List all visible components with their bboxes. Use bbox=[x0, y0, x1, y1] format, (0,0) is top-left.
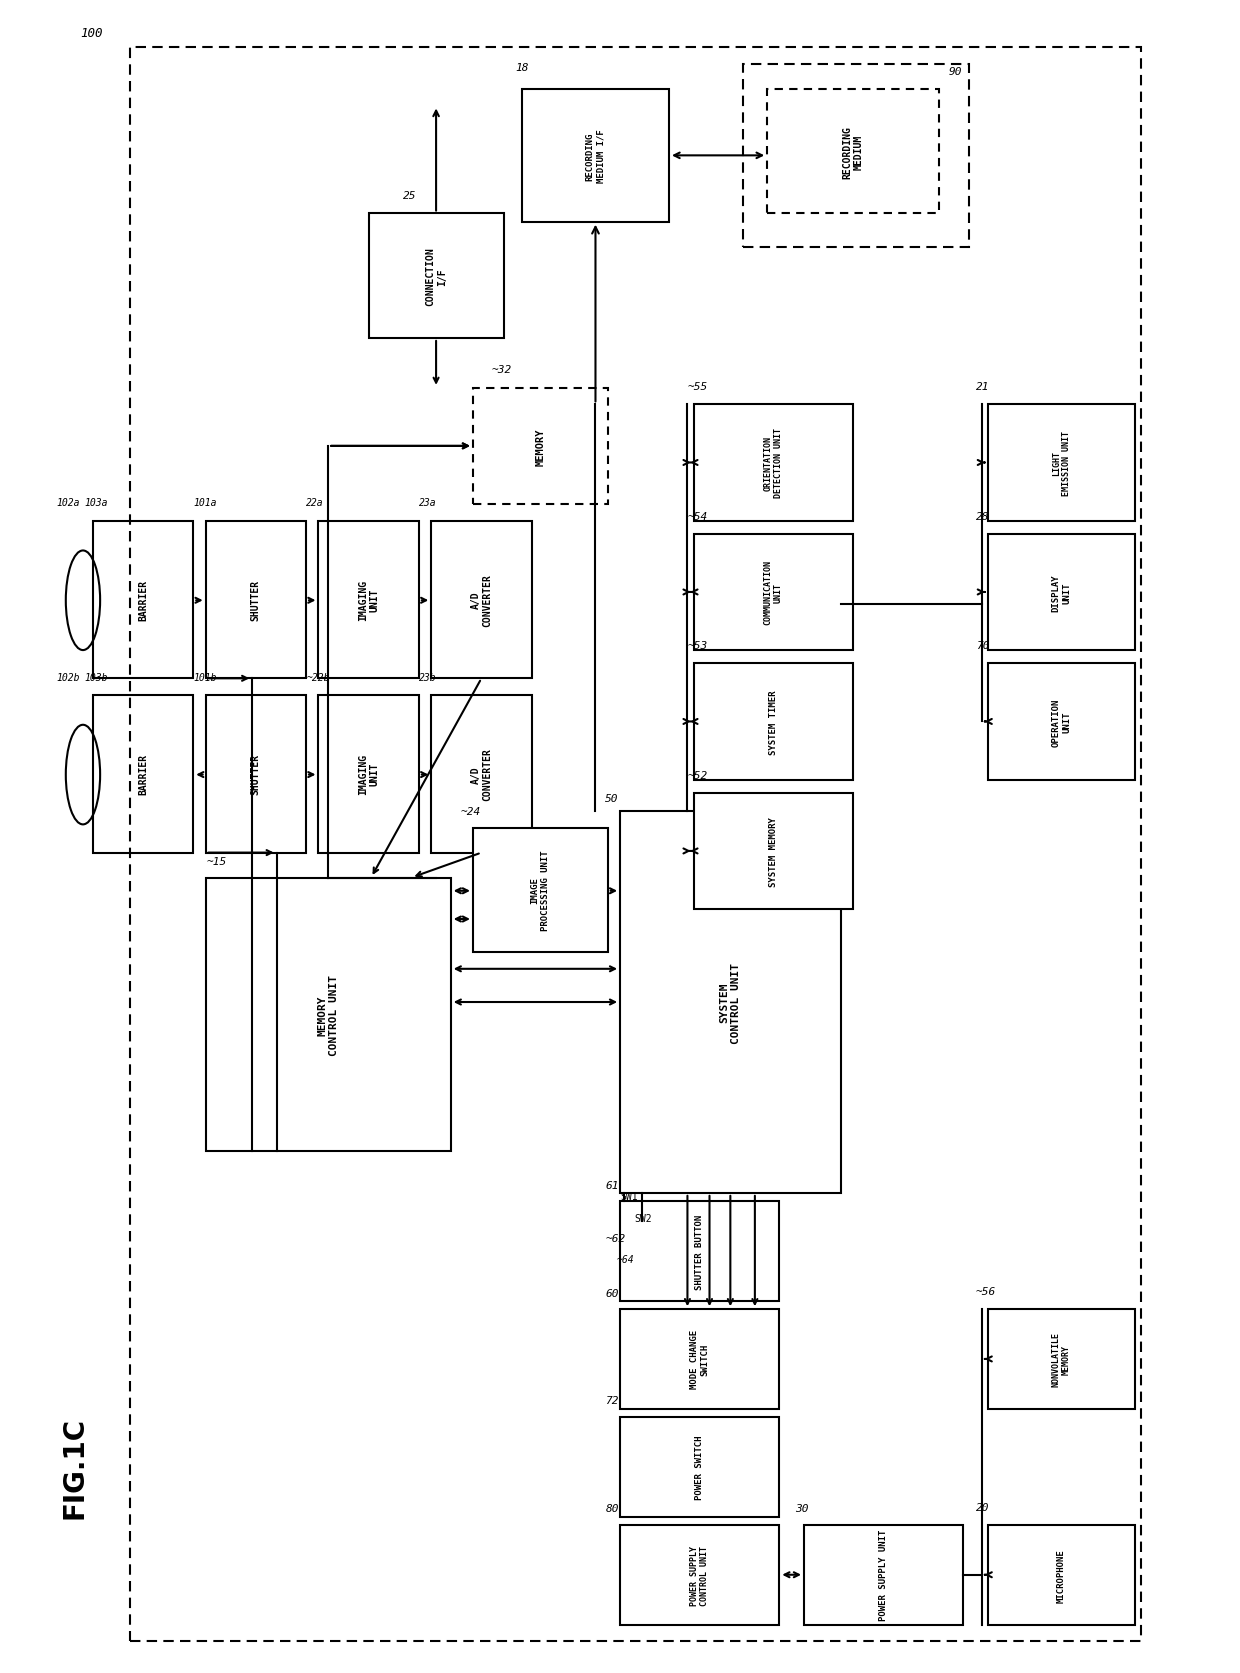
Bar bbox=[206, 696, 306, 853]
Text: ~56: ~56 bbox=[976, 1287, 996, 1297]
Bar bbox=[432, 696, 532, 853]
Bar bbox=[522, 90, 670, 223]
Text: MEMORY: MEMORY bbox=[536, 428, 546, 465]
Text: 25: 25 bbox=[403, 191, 417, 201]
Text: COMMUNICATION
UNIT: COMMUNICATION UNIT bbox=[764, 560, 782, 626]
Bar bbox=[620, 1417, 780, 1517]
Text: 101b: 101b bbox=[193, 673, 217, 683]
Text: FIG.1C: FIG.1C bbox=[61, 1415, 88, 1517]
Text: SYSTEM
CONTROL UNIT: SYSTEM CONTROL UNIT bbox=[719, 962, 742, 1042]
Bar bbox=[804, 1526, 963, 1624]
Text: 20: 20 bbox=[976, 1502, 990, 1512]
Text: DISPLAY
UNIT: DISPLAY UNIT bbox=[1052, 574, 1071, 611]
Bar bbox=[319, 522, 419, 679]
Text: NONVOLATILE
MEMORY: NONVOLATILE MEMORY bbox=[1052, 1332, 1071, 1387]
Bar bbox=[768, 90, 939, 214]
Text: 80: 80 bbox=[605, 1504, 619, 1514]
Text: ~32: ~32 bbox=[491, 365, 512, 375]
Text: LIGHT
EMISSION UNIT: LIGHT EMISSION UNIT bbox=[1052, 430, 1071, 495]
Bar bbox=[206, 878, 451, 1151]
Bar bbox=[988, 405, 1135, 522]
Bar bbox=[432, 522, 532, 679]
Text: RECORDING
MEDIUM: RECORDING MEDIUM bbox=[842, 125, 864, 179]
Bar bbox=[988, 1526, 1135, 1624]
Text: ORIENTATION
DETECTION UNIT: ORIENTATION DETECTION UNIT bbox=[764, 428, 782, 499]
Text: ~15: ~15 bbox=[207, 857, 227, 867]
Bar bbox=[472, 828, 608, 952]
Bar bbox=[743, 65, 970, 248]
Text: 60: 60 bbox=[605, 1288, 619, 1298]
Text: SHUTTER: SHUTTER bbox=[250, 579, 260, 621]
Text: MICROPHONE: MICROPHONE bbox=[1056, 1548, 1066, 1601]
Bar bbox=[319, 696, 419, 853]
Text: BARRIER: BARRIER bbox=[138, 755, 148, 795]
Bar bbox=[129, 49, 1141, 1641]
Text: IMAGING
UNIT: IMAGING UNIT bbox=[358, 579, 379, 621]
Text: 101a: 101a bbox=[193, 499, 217, 509]
Text: 102b: 102b bbox=[56, 673, 79, 683]
Text: 103a: 103a bbox=[84, 499, 108, 509]
Bar bbox=[93, 696, 193, 853]
Text: RECORDING
MEDIUM I/F: RECORDING MEDIUM I/F bbox=[585, 129, 605, 182]
Bar bbox=[988, 1310, 1135, 1409]
Text: IMAGING
UNIT: IMAGING UNIT bbox=[358, 755, 379, 795]
Text: SHUTTER BUTTON: SHUTTER BUTTON bbox=[696, 1213, 704, 1288]
Text: 103b: 103b bbox=[84, 673, 108, 683]
Bar bbox=[620, 811, 841, 1193]
Bar bbox=[620, 1526, 780, 1624]
Text: BARRIER: BARRIER bbox=[138, 579, 148, 621]
Text: 21: 21 bbox=[976, 381, 990, 391]
Text: 28: 28 bbox=[976, 512, 990, 522]
Text: POWER SUPPLY
CONTROL UNIT: POWER SUPPLY CONTROL UNIT bbox=[689, 1544, 709, 1604]
Text: ~53: ~53 bbox=[687, 641, 708, 651]
Text: SHUTTER: SHUTTER bbox=[250, 755, 260, 795]
Bar bbox=[693, 664, 853, 780]
Text: SYSTEM MEMORY: SYSTEM MEMORY bbox=[769, 816, 777, 887]
Bar bbox=[368, 214, 503, 338]
Text: ~22b: ~22b bbox=[306, 673, 330, 683]
Text: MODE CHANGE
SWITCH: MODE CHANGE SWITCH bbox=[689, 1330, 709, 1389]
Text: 61: 61 bbox=[605, 1179, 619, 1190]
Text: SW2: SW2 bbox=[635, 1213, 652, 1223]
Text: 72: 72 bbox=[605, 1395, 619, 1405]
Text: 22a: 22a bbox=[306, 499, 324, 509]
Text: ~54: ~54 bbox=[687, 512, 708, 522]
Text: ~62: ~62 bbox=[605, 1233, 625, 1243]
Text: CONNECTION
I/F: CONNECTION I/F bbox=[425, 248, 446, 306]
Bar bbox=[93, 522, 193, 679]
Text: SYSTEM TIMER: SYSTEM TIMER bbox=[769, 689, 777, 755]
Bar bbox=[988, 535, 1135, 651]
Text: 18: 18 bbox=[516, 64, 529, 74]
Text: ~55: ~55 bbox=[687, 381, 708, 391]
Text: ~52: ~52 bbox=[687, 770, 708, 780]
Text: ~64: ~64 bbox=[616, 1255, 634, 1265]
Text: SW1: SW1 bbox=[620, 1191, 637, 1201]
Text: POWER SWITCH: POWER SWITCH bbox=[696, 1435, 704, 1499]
Text: 30: 30 bbox=[795, 1504, 808, 1514]
Bar bbox=[620, 1310, 780, 1409]
Bar bbox=[693, 405, 853, 522]
Bar bbox=[988, 664, 1135, 780]
Text: POWER SUPPLY UNIT: POWER SUPPLY UNIT bbox=[879, 1529, 888, 1621]
Text: OPERATION
UNIT: OPERATION UNIT bbox=[1052, 698, 1071, 746]
Text: ~24: ~24 bbox=[460, 806, 481, 816]
Bar bbox=[693, 535, 853, 651]
Text: A/D
CONVERTER: A/D CONVERTER bbox=[471, 574, 492, 626]
Text: 23a: 23a bbox=[419, 499, 436, 509]
Text: 50: 50 bbox=[605, 793, 619, 803]
Text: 23b: 23b bbox=[419, 673, 436, 683]
Text: 102a: 102a bbox=[56, 499, 79, 509]
Bar bbox=[620, 1201, 780, 1302]
Text: MEMORY
CONTROL UNIT: MEMORY CONTROL UNIT bbox=[317, 974, 339, 1056]
Text: 100: 100 bbox=[81, 27, 103, 40]
Bar bbox=[206, 522, 306, 679]
Text: 90: 90 bbox=[949, 67, 962, 77]
Bar bbox=[693, 793, 853, 910]
Text: 70: 70 bbox=[976, 641, 990, 651]
Text: IMAGE
PROCESSING UNIT: IMAGE PROCESSING UNIT bbox=[531, 850, 551, 930]
Bar bbox=[472, 388, 608, 505]
Text: A/D
CONVERTER: A/D CONVERTER bbox=[471, 748, 492, 801]
